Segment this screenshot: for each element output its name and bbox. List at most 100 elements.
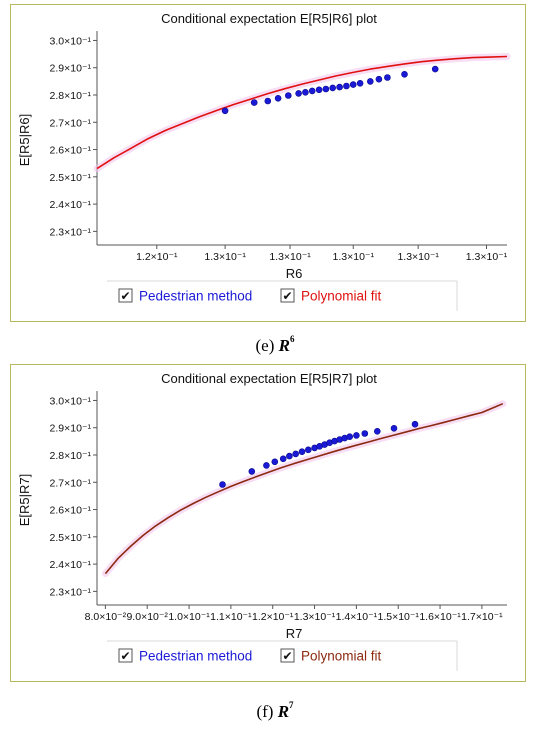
chart-e-svg: Conditional expectation E[R5|R6] plot 2.3… <box>17 11 511 311</box>
chart-e-point <box>356 80 364 87</box>
x-tick-label: 1.1×10⁻¹ <box>210 611 252 623</box>
chart-e-point <box>431 65 439 73</box>
chart-f-y-label: E[R5|R7] <box>17 474 32 527</box>
chart-f-fit-band <box>101 400 507 578</box>
caption-f: (f) R7 <box>0 700 550 722</box>
chart-f-x-label: R7 <box>286 626 303 641</box>
legend-label: Polynomial fit <box>301 289 382 304</box>
chart-e-point <box>295 90 302 97</box>
chart-e-point <box>284 92 292 99</box>
x-tick-label: 1.3×10⁻¹ <box>333 251 375 263</box>
chart-f-point <box>263 462 270 469</box>
chart-e-point <box>343 82 350 90</box>
chart-f-fit-line <box>104 402 504 575</box>
chart-e-legend: ✔ Pedestrian method ✔ Polynomial fit <box>107 280 458 311</box>
legend-label: Pedestrian method <box>139 289 252 304</box>
y-tick-label: 2.4×10⁻¹ <box>50 199 92 211</box>
chart-e-title: Conditional expectation E[R5|R6] plot <box>161 11 377 26</box>
chart-panel-f: Conditional expectation E[R5|R7] plot 2.3… <box>10 364 526 682</box>
chart-e-point <box>315 86 323 94</box>
y-tick-label: 2.7×10⁻¹ <box>50 477 92 489</box>
legend-label: Polynomial fit <box>301 649 382 664</box>
y-tick-label: 2.3×10⁻¹ <box>50 226 92 238</box>
chart-e-point <box>264 97 272 105</box>
caption-e-label: (e) <box>255 336 279 355</box>
chart-panel-e: Conditional expectation E[R5|R6] plot 2.3… <box>10 4 526 322</box>
x-tick-label: 1.0×10⁻¹ <box>168 611 210 623</box>
chart-f-point <box>279 455 287 463</box>
y-tick-label: 2.9×10⁻¹ <box>50 423 92 435</box>
chart-f-title: Conditional expectation E[R5|R7] plot <box>161 371 377 386</box>
x-tick-label: 9.0×10⁻² <box>126 611 168 623</box>
check-icon: ✔ <box>120 649 130 663</box>
legend-checkbox <box>280 648 295 663</box>
chart-e-point <box>221 107 229 115</box>
caption-f-var: R <box>277 702 290 721</box>
chart-e-fit-line <box>96 55 508 170</box>
chart-e-point <box>366 78 374 85</box>
y-tick-label: 3.0×10⁻¹ <box>50 395 92 407</box>
caption-f-sup: 7 <box>289 700 294 710</box>
x-tick-label: 1.5×10⁻¹ <box>377 611 419 623</box>
chart-f-point <box>248 468 256 475</box>
chart-f-point <box>219 481 226 488</box>
y-tick-label: 2.6×10⁻¹ <box>50 505 92 517</box>
legend-checkbox <box>118 648 133 663</box>
chart-f-point <box>353 432 360 439</box>
y-tick-label: 2.5×10⁻¹ <box>50 172 92 184</box>
check-icon: ✔ <box>282 289 292 303</box>
chart-e-point <box>375 75 383 83</box>
y-tick-label: 2.6×10⁻¹ <box>50 145 92 157</box>
legend-label: Pedestrian method <box>139 649 252 664</box>
x-tick-label: 1.6×10⁻¹ <box>419 611 461 623</box>
x-tick-label: 1.2×10⁻¹ <box>136 251 178 263</box>
y-tick-label: 2.8×10⁻¹ <box>50 450 92 462</box>
x-tick-label: 1.3×10⁻¹ <box>294 611 336 623</box>
chart-e-fit-band <box>93 53 511 173</box>
legend-checkbox <box>118 288 133 303</box>
chart-e-point <box>349 81 357 88</box>
chart-e-y-label: E[R5|R6] <box>17 114 32 167</box>
chart-e-point <box>329 84 337 92</box>
chart-f-point <box>286 452 293 460</box>
y-tick-label: 2.3×10⁻¹ <box>50 586 92 598</box>
chart-e-x-label: R6 <box>286 266 303 281</box>
x-tick-label: 1.3×10⁻¹ <box>269 251 311 263</box>
chart-e-point <box>384 74 391 81</box>
chart-e-point <box>250 99 258 106</box>
x-tick-label: 1.4×10⁻¹ <box>336 611 378 623</box>
caption-f-label: (f) <box>256 702 278 721</box>
x-tick-label: 1.2×10⁻¹ <box>252 611 294 623</box>
y-tick-label: 2.4×10⁻¹ <box>50 559 92 571</box>
chart-f-point <box>411 420 419 428</box>
y-tick-label: 2.7×10⁻¹ <box>50 117 92 129</box>
y-tick-label: 3.0×10⁻¹ <box>50 35 92 47</box>
chart-f-svg: Conditional expectation E[R5|R7] plot 2.3… <box>17 371 507 671</box>
x-tick-label: 1.7×10⁻¹ <box>461 611 503 623</box>
chart-f-point <box>390 424 398 432</box>
x-tick-label: 1.3×10⁻¹ <box>204 251 246 263</box>
check-icon: ✔ <box>120 289 130 303</box>
x-tick-label: 1.3×10⁻¹ <box>466 251 508 263</box>
caption-e: (e) R6 <box>0 334 550 356</box>
chart-e-point <box>336 83 343 91</box>
chart-f-point <box>304 446 312 454</box>
chart-e-point <box>322 85 330 93</box>
chart-f-point <box>361 430 369 437</box>
chart-f-point <box>298 448 306 455</box>
y-tick-label: 2.5×10⁻¹ <box>50 532 92 544</box>
chart-f-point <box>373 428 381 435</box>
chart-f-point <box>271 458 279 466</box>
caption-e-sup: 6 <box>289 334 295 344</box>
x-tick-label: 8.0×10⁻² <box>85 611 127 623</box>
y-tick-label: 2.9×10⁻¹ <box>50 63 92 75</box>
x-tick-label: 1.3×10⁻¹ <box>397 251 439 263</box>
chart-f-legend: ✔ Pedestrian method ✔ Polynomial fit <box>107 640 458 671</box>
chart-f-point <box>292 450 300 458</box>
chart-e-point <box>302 89 309 96</box>
chart-e-point <box>308 87 316 95</box>
y-tick-label: 2.8×10⁻¹ <box>50 90 92 102</box>
chart-e-point <box>401 71 408 78</box>
chart-e-point <box>274 95 282 102</box>
legend-checkbox <box>280 288 295 303</box>
